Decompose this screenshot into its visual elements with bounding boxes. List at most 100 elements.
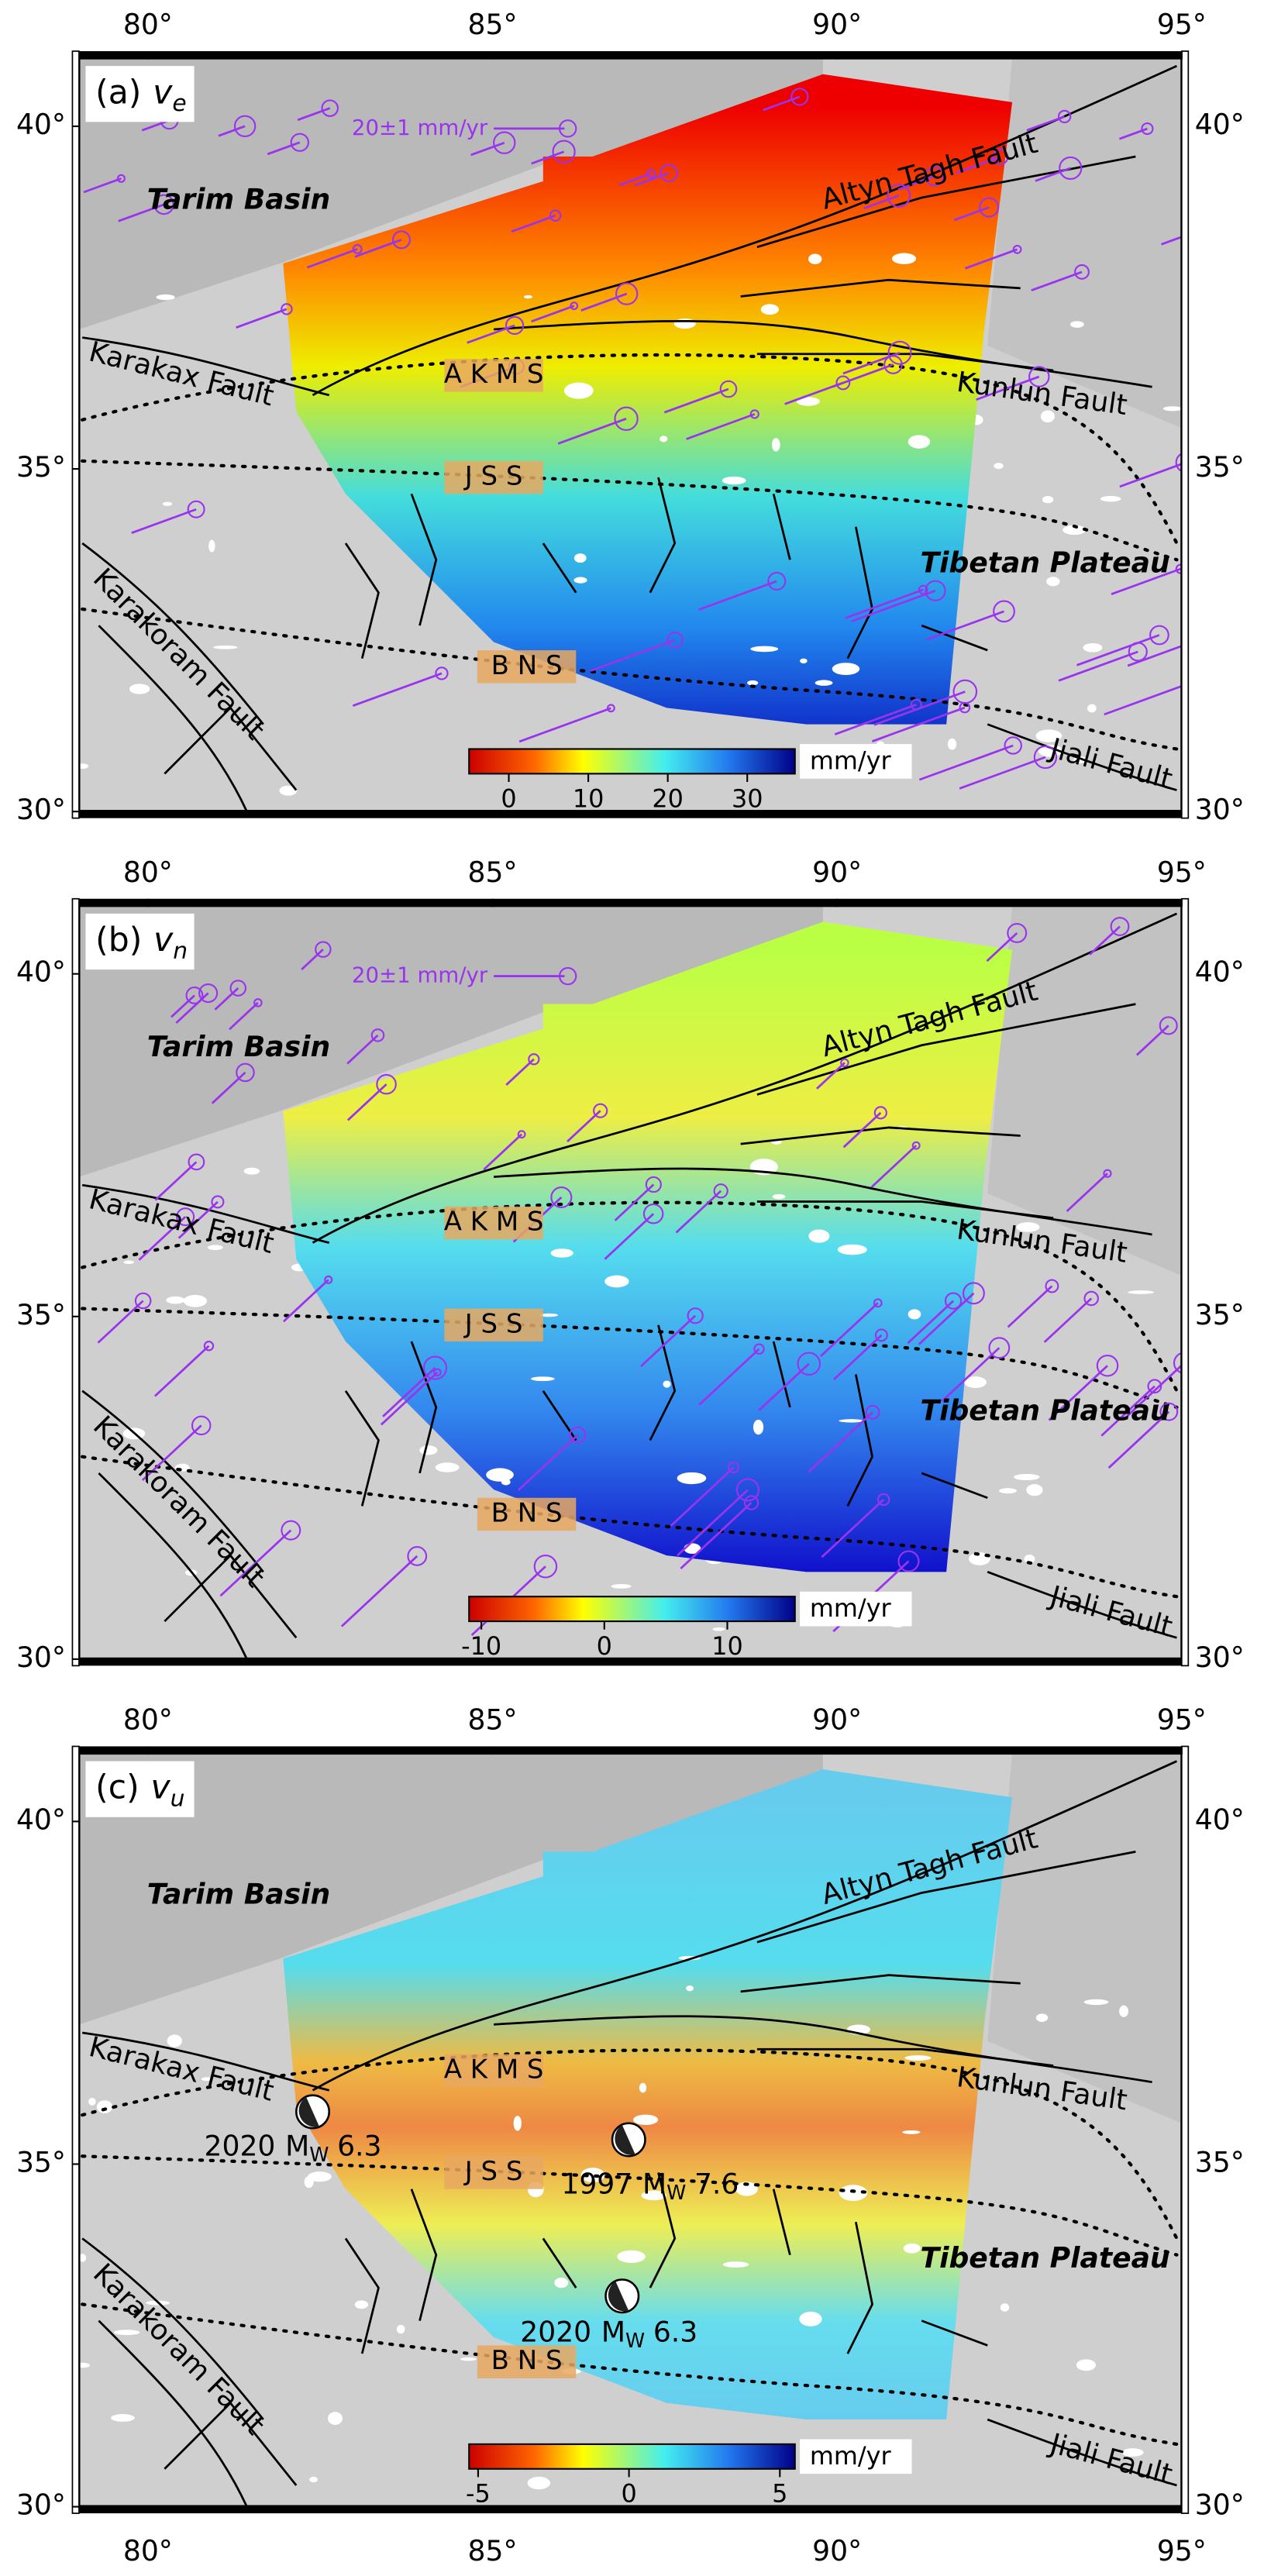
fault-trace — [344, 2237, 380, 2354]
gps-error — [963, 1282, 985, 1305]
gps-error — [1028, 366, 1050, 387]
snow-patch — [964, 1376, 987, 1388]
data-gap — [641, 2190, 666, 2201]
gps-error — [749, 409, 759, 419]
colorbar-tick-label: 0 — [597, 1631, 612, 1661]
earthquake-label: 2020 MW 6.3 — [205, 2130, 382, 2168]
snow-patch — [129, 684, 150, 694]
gps-arrow — [170, 994, 195, 1018]
snow-patch — [166, 1296, 185, 1304]
snow-patch — [1063, 525, 1087, 536]
gps-error — [735, 1478, 759, 1502]
frame-band-bottom — [72, 2505, 1189, 2514]
gps-arrow — [784, 381, 844, 405]
gps-error — [203, 1341, 215, 1352]
gps-arrow — [986, 932, 1018, 963]
gps-error — [188, 1153, 205, 1171]
magnitude-type: M — [285, 2130, 309, 2163]
gps-error — [407, 1546, 428, 1566]
gps-error — [370, 1028, 385, 1042]
snow-patch — [1046, 577, 1060, 587]
colorbar-tick-label: 30 — [732, 783, 763, 813]
gps-arrow — [965, 248, 1018, 270]
lat-tick-label: 40° — [16, 1803, 66, 1836]
snow-patch — [167, 2034, 182, 2047]
fault-trace — [81, 2237, 264, 2420]
earthquake-year: 1997 — [561, 2167, 632, 2200]
gps-arrow — [640, 1314, 697, 1368]
lon-tick-label: 80° — [123, 1703, 173, 1737]
suture-label: A K M S — [444, 2054, 544, 2085]
snow-patch — [527, 2476, 551, 2490]
gps-arrow — [1089, 925, 1121, 956]
fault-trace — [649, 2172, 677, 2288]
suture-line — [81, 1200, 1179, 1393]
snow-patch — [123, 1260, 135, 1265]
panel-label: (c) vu — [95, 1768, 184, 1812]
fault-trace — [756, 1003, 1136, 1096]
lat-tick-label: 35° — [1195, 2145, 1245, 2178]
fault-trace — [649, 1324, 677, 1441]
gps-error — [865, 1404, 880, 1420]
gps-error — [918, 584, 928, 595]
data-gap — [530, 1376, 555, 1382]
colorbar-tick-label: 0 — [621, 2479, 636, 2509]
suture-label-bg — [444, 460, 543, 494]
colorbar-tick-label: -10 — [461, 1631, 501, 1661]
gps-arrow — [566, 1110, 601, 1143]
lat-tick-label: 35° — [16, 2145, 66, 2178]
fault-trace — [921, 1472, 988, 1500]
lat-tick-label: 30° — [1195, 1641, 1245, 1674]
snow-patch — [1042, 495, 1054, 504]
snow-patch — [1100, 495, 1121, 502]
gps-arrow — [1111, 567, 1181, 596]
data-gap — [799, 2311, 822, 2326]
gps-arrow — [670, 1466, 735, 1527]
frame-band-bottom — [72, 810, 1189, 818]
earthquake-label: 2020 MW 6.3 — [520, 2316, 697, 2354]
frame-band-right — [1180, 1745, 1190, 2514]
gps-arrow — [267, 141, 301, 156]
snow-patch — [354, 2300, 369, 2309]
fault-trace — [649, 477, 677, 594]
qaidam-area — [987, 57, 1182, 429]
gps-error — [422, 1355, 448, 1380]
gps-error — [1083, 1290, 1099, 1307]
gps-arrow — [762, 95, 801, 112]
data-gap — [604, 1275, 629, 1288]
gps-arrow — [505, 1058, 535, 1086]
data-gap — [904, 2055, 932, 2061]
snow-patch — [998, 1488, 1017, 1494]
gps-error — [1096, 1354, 1119, 1377]
data-gap — [735, 2182, 758, 2196]
tarim-basin — [78, 57, 823, 329]
frame-band-left — [71, 897, 80, 1667]
gps-arrow — [845, 588, 924, 619]
lon-tick-label: 95° — [1157, 1703, 1207, 1737]
gps-error — [253, 998, 263, 1007]
snow-patch — [78, 2362, 90, 2368]
gps-error — [570, 301, 579, 311]
data-gap — [800, 658, 808, 664]
fault-trace — [81, 1183, 330, 1244]
gps-error — [743, 1495, 759, 1510]
gps-error — [549, 209, 562, 222]
colorbar-tick-label: 0 — [501, 783, 516, 813]
gps-error — [873, 1106, 887, 1120]
gps-arrow — [686, 413, 756, 440]
lon-tick-label: 85° — [468, 856, 518, 889]
gps-arrow — [483, 1133, 523, 1171]
data-gap — [903, 2243, 921, 2254]
lat-tick-label: 40° — [16, 108, 66, 141]
frame-band-top — [72, 51, 1189, 60]
gps-error — [993, 600, 1015, 623]
gps-error — [569, 1426, 587, 1444]
snow-patch — [156, 294, 175, 301]
data-gap — [760, 304, 780, 315]
gps-arrow — [897, 175, 935, 191]
gps-error — [236, 1062, 255, 1083]
data-gap — [663, 1380, 671, 1388]
earthquake-year: 2020 — [520, 2316, 591, 2349]
suture-label-bg — [477, 650, 577, 684]
data-gap — [632, 2114, 659, 2125]
